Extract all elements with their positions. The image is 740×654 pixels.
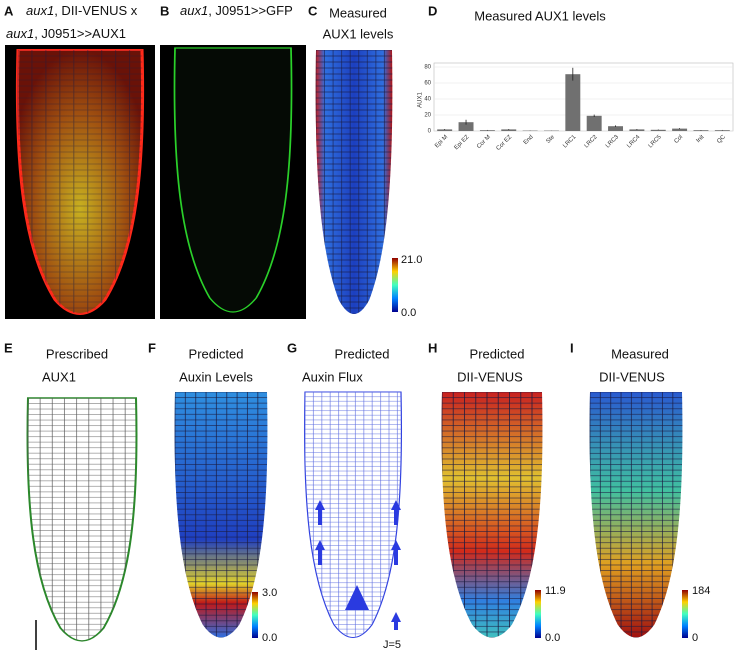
title-part: aux1 (26, 3, 54, 18)
bar (608, 126, 624, 131)
panel-letter: B (160, 3, 169, 18)
title-part: aux1 (180, 3, 208, 18)
panel-title: AUX1 (42, 369, 76, 384)
colorbar (252, 592, 258, 638)
x-tick-label: LRC1 (562, 134, 578, 150)
panel-letter: I (570, 340, 574, 355)
flux-arrows (315, 500, 401, 630)
colorbar-min: 0.0 (545, 632, 560, 644)
root-c (315, 50, 393, 314)
y-tick-label: 80 (424, 65, 431, 71)
y-tick-label: 60 (424, 81, 431, 87)
colorbar-max: 21.0 (401, 254, 422, 266)
title-part: , DII-VENUS x (54, 3, 138, 18)
chart-title: Measured AUX1 levels (474, 8, 606, 23)
panel-title: Prescribed (46, 346, 108, 361)
x-tick-label: LRC3 (605, 134, 621, 150)
panel-title: aux1, DII-VENUS x (26, 3, 138, 18)
bar (672, 128, 688, 131)
bar (629, 129, 645, 131)
colorbar (535, 590, 541, 638)
panel-title: Auxin Flux (302, 369, 363, 384)
x-tick-label: QC (716, 134, 727, 145)
panel-letter: A (4, 3, 14, 18)
y-tick-label: 20 (424, 113, 431, 119)
root-h (441, 392, 543, 638)
colorbar-max: 11.9 (545, 585, 566, 597)
colorbar-min: 0.0 (401, 307, 416, 319)
bar (501, 129, 517, 131)
root-e (26, 396, 138, 642)
root-i (589, 392, 683, 638)
panel-title: Measured (611, 346, 669, 361)
panel-title: Predicted (470, 346, 525, 361)
title-part: , J0951>>AUX1 (34, 26, 126, 41)
panel-letter: C (308, 3, 318, 18)
x-tick-label: LRC2 (584, 134, 600, 150)
bar (650, 129, 666, 131)
x-tick-label: Cor M (476, 134, 492, 150)
x-tick-label: Init (696, 134, 706, 144)
panel-title: Predicted (189, 346, 244, 361)
title-part: aux1 (6, 26, 34, 41)
bar (714, 130, 730, 131)
plot-frame (433, 62, 734, 132)
panel-letter: E (4, 340, 13, 355)
x-tick-label: LRC4 (626, 134, 642, 150)
bar (586, 115, 602, 131)
panel-title: aux1, J0951>>AUX1 (6, 26, 126, 41)
colorbar (392, 258, 398, 312)
bar (693, 130, 709, 131)
x-tick-label: Cor EZ (496, 134, 514, 152)
x-tick-label: End (523, 134, 535, 146)
panel-letter: F (148, 340, 156, 355)
colorbar-max: 184 (692, 585, 710, 597)
panel-title: Measured (329, 5, 387, 20)
bar-chart: Measured AUX1 levels AUX1 0 20 40 60 80 Epi M… (418, 8, 734, 152)
colorbar (682, 590, 688, 638)
colorbar-max: 3.0 (262, 587, 277, 599)
x-tick-label: LRC5 (648, 134, 664, 150)
x-tick-label: Col (674, 134, 685, 145)
title-part: , J0951>>GFP (208, 3, 293, 18)
panel-title: aux1, J0951>>GFP (180, 3, 293, 18)
colorbar-min: 0 (692, 632, 698, 644)
y-tick-label: 40 (424, 97, 431, 103)
x-tick-label: Epi EZ (454, 134, 471, 151)
panel-title: DII-VENUS (457, 369, 523, 384)
bar (479, 130, 495, 131)
panel-title: AUX1 levels (323, 26, 394, 41)
x-tick-label: Epi M (434, 134, 449, 149)
x-tick-label: Ste (545, 134, 556, 145)
panel-letter: G (287, 340, 297, 355)
panel-title: DII-VENUS (599, 369, 665, 384)
panel-letter: D (428, 3, 437, 18)
bar (565, 74, 581, 131)
colorbar-min: 0.0 (262, 632, 277, 644)
panel-title: Predicted (335, 346, 390, 361)
bar (437, 129, 453, 131)
bar (458, 122, 474, 131)
panel-letter: H (428, 340, 437, 355)
y-tick-label: 0 (428, 129, 432, 135)
flux-scale: J=5 (383, 639, 401, 651)
y-axis-label: AUX1 (418, 92, 424, 108)
panel-title: Auxin Levels (179, 369, 253, 384)
